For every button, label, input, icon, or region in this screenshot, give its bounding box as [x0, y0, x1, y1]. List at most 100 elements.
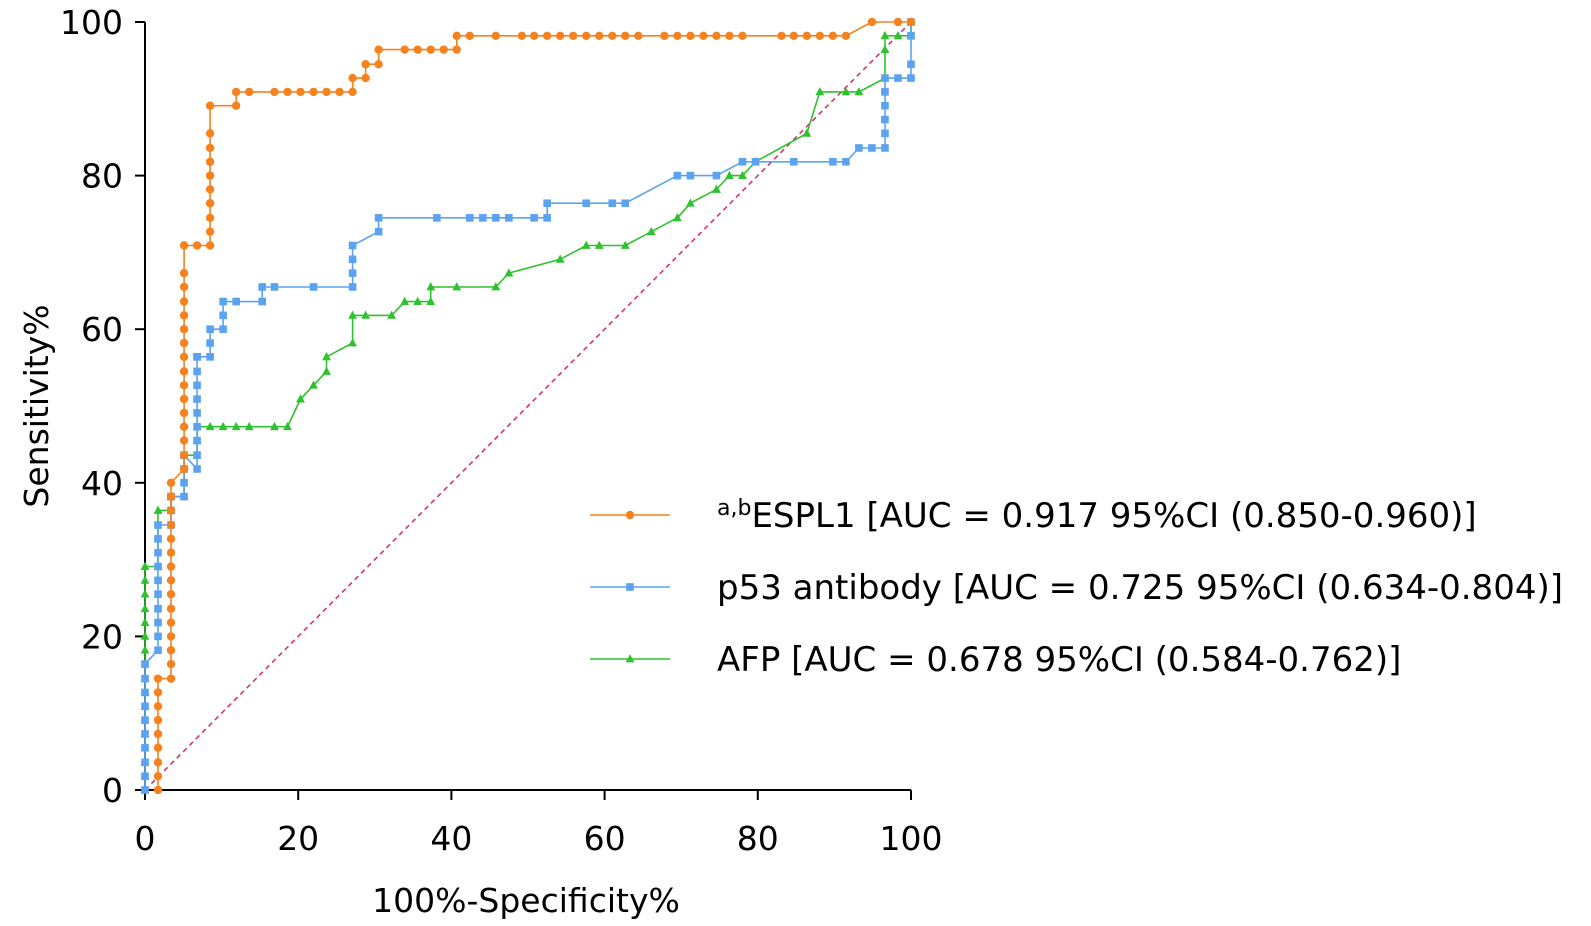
data-point — [348, 73, 357, 83]
data-point — [166, 506, 176, 515]
data-point — [231, 87, 241, 97]
data-point — [868, 144, 876, 152]
data-point — [206, 325, 214, 333]
data-point — [777, 31, 786, 41]
data-point — [517, 31, 527, 41]
data-point — [205, 171, 215, 180]
data-point — [374, 214, 383, 222]
data-point — [244, 87, 254, 97]
data-point — [738, 157, 747, 166]
data-point — [555, 31, 565, 41]
data-point — [348, 241, 357, 250]
data-point — [218, 421, 228, 431]
data-point — [413, 45, 422, 54]
data-point — [153, 771, 163, 781]
x-tick-label: 60 — [584, 819, 626, 858]
data-point — [738, 170, 747, 179]
data-point — [699, 31, 708, 41]
data-point — [270, 87, 279, 97]
data-point — [283, 87, 292, 97]
data-point — [205, 129, 215, 138]
reference-diagonal-line — [144, 21, 912, 791]
data-point — [881, 101, 889, 110]
data-point — [140, 645, 150, 654]
x-axis-label: 100%-Specificity% — [372, 881, 680, 920]
data-point — [504, 268, 514, 277]
data-point — [608, 199, 617, 208]
legend-marker — [625, 510, 635, 520]
data-point — [789, 31, 799, 41]
data-point — [219, 325, 227, 333]
data-point — [309, 283, 318, 291]
data-point — [465, 214, 474, 222]
data-point — [219, 311, 227, 320]
x-tick-label: 100 — [880, 819, 943, 858]
data-point — [193, 465, 201, 473]
data-point — [426, 296, 436, 305]
data-point — [439, 45, 448, 54]
data-point — [725, 31, 734, 41]
data-point — [153, 785, 163, 795]
data-point — [205, 199, 215, 208]
data-point — [433, 214, 441, 222]
data-point — [141, 743, 149, 752]
data-point — [166, 659, 176, 669]
data-point — [205, 227, 215, 236]
data-point — [141, 772, 149, 780]
legend-marker — [625, 654, 635, 663]
data-point — [166, 534, 176, 544]
data-point — [841, 31, 851, 41]
data-point — [361, 73, 370, 83]
data-point — [154, 562, 162, 571]
data-point — [842, 157, 850, 166]
data-point — [854, 87, 864, 96]
x-tick-label: 20 — [277, 819, 319, 858]
data-point — [140, 617, 150, 626]
data-point — [166, 646, 176, 655]
data-point — [907, 32, 915, 40]
data-point — [620, 240, 630, 249]
data-point — [907, 60, 915, 69]
data-point — [660, 31, 669, 41]
data-point — [335, 87, 344, 97]
data-point — [154, 590, 162, 598]
series-circle — [153, 17, 916, 795]
data-point — [193, 381, 201, 390]
data-point — [348, 255, 357, 264]
data-point — [205, 241, 215, 250]
data-point — [465, 31, 474, 41]
data-point — [232, 297, 240, 306]
data-point — [400, 296, 410, 305]
data-point — [179, 464, 189, 474]
y-tick-label: 80 — [81, 157, 123, 196]
data-point — [686, 171, 695, 180]
data-point — [166, 576, 176, 585]
data-point — [179, 381, 189, 390]
data-point — [881, 74, 889, 82]
data-point — [348, 87, 357, 97]
data-point — [712, 171, 721, 180]
data-point — [400, 45, 409, 54]
data-point — [685, 198, 695, 207]
data-point — [141, 716, 149, 724]
data-point — [594, 240, 604, 249]
data-point — [231, 101, 241, 110]
data-point — [166, 589, 176, 599]
data-point — [140, 603, 150, 613]
data-point — [154, 604, 162, 613]
data-point — [452, 31, 461, 41]
data-point — [141, 730, 149, 738]
data-point — [530, 214, 538, 222]
data-point — [205, 143, 215, 153]
y-tick-label: 0 — [102, 771, 123, 810]
data-point — [881, 129, 889, 138]
data-point — [166, 548, 176, 557]
data-point — [231, 421, 241, 431]
data-point — [193, 422, 201, 431]
data-point — [568, 31, 578, 41]
data-point — [206, 353, 214, 361]
data-point — [193, 436, 201, 445]
data-point — [141, 688, 149, 697]
data-point — [180, 492, 188, 501]
data-point — [725, 170, 734, 179]
